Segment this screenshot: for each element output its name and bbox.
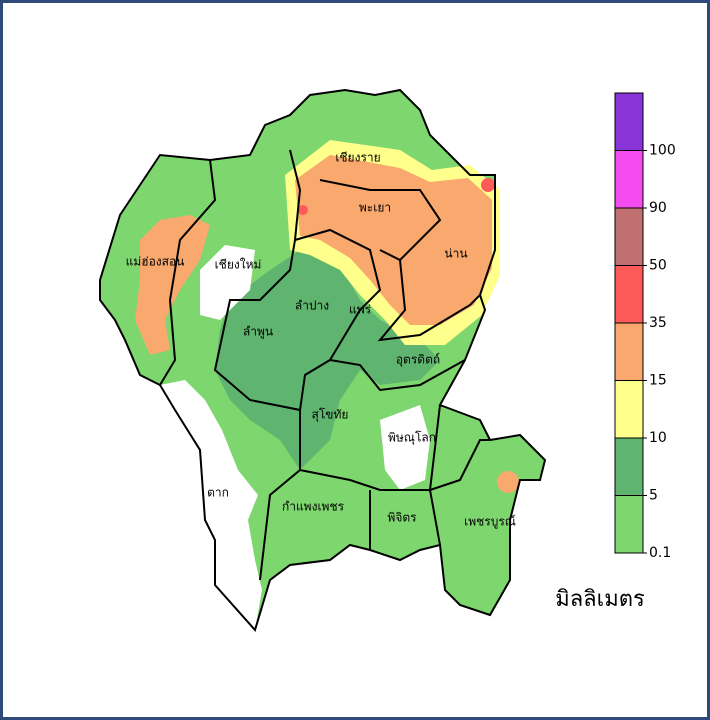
- province-label: เชียงราย: [335, 151, 380, 165]
- legend-tick-label: 35: [649, 315, 667, 331]
- dry-area: [200, 245, 255, 320]
- legend: 0.1 5 10 15 35 50 90 100 มิลลิเมตร: [555, 92, 676, 612]
- dry-area: [380, 405, 430, 490]
- province-label: กำแพงเพชร: [282, 500, 345, 514]
- province-label: ลำปาง: [295, 299, 329, 313]
- map-body: [99, 88, 547, 633]
- province-label: เชียงใหม่: [215, 258, 262, 272]
- dry-area: [160, 380, 262, 630]
- province-label: น่าน: [444, 247, 467, 261]
- legend-swatch: [614, 380, 644, 439]
- orange-area: [295, 155, 492, 325]
- legend-swatch: [614, 322, 644, 381]
- legend-swatch: [614, 265, 644, 324]
- red-spot: [298, 205, 308, 215]
- legend-unit: มิลลิเมตร: [555, 587, 645, 612]
- legend-swatch: [614, 437, 644, 496]
- dark-green-area: [215, 250, 440, 470]
- province-label: พะเยา: [359, 201, 391, 215]
- legend-tick-label: 0.1: [649, 545, 671, 561]
- province-label: เพชรบูรณ์: [464, 515, 516, 530]
- legend-swatch: [614, 207, 644, 266]
- red-spot: [481, 178, 495, 192]
- legend-tick-label: 15: [649, 373, 667, 389]
- map: 0.1 5 10 15 35 50 90 100 มิลลิเมตร แม่ฮ่องสอน เชี…: [99, 88, 676, 633]
- legend-tick-label: 100: [649, 143, 676, 159]
- legend-tick-label: 50: [649, 258, 667, 274]
- legend-tick-label: 90: [649, 200, 667, 216]
- province-label: อุตรดิตถ์: [396, 353, 440, 368]
- province-label: แพร่: [349, 303, 372, 317]
- legend-swatch: [614, 495, 644, 554]
- province-label: พิษณุโลก: [388, 431, 436, 446]
- legend-swatch: [614, 150, 644, 209]
- legend-swatch: [614, 92, 644, 151]
- legend-tick-label: 10: [649, 430, 667, 446]
- province-label: แม่ฮ่องสอน: [126, 255, 185, 269]
- province-borders: [99, 88, 547, 633]
- province-label: สุโขทัย: [312, 408, 349, 423]
- orange-area: [497, 471, 519, 493]
- province-label: ตาก: [207, 486, 229, 500]
- province-label: พิจิตร: [387, 511, 417, 525]
- province-label: ลำพูน: [243, 325, 273, 340]
- legend-tick-label: 5: [649, 488, 658, 504]
